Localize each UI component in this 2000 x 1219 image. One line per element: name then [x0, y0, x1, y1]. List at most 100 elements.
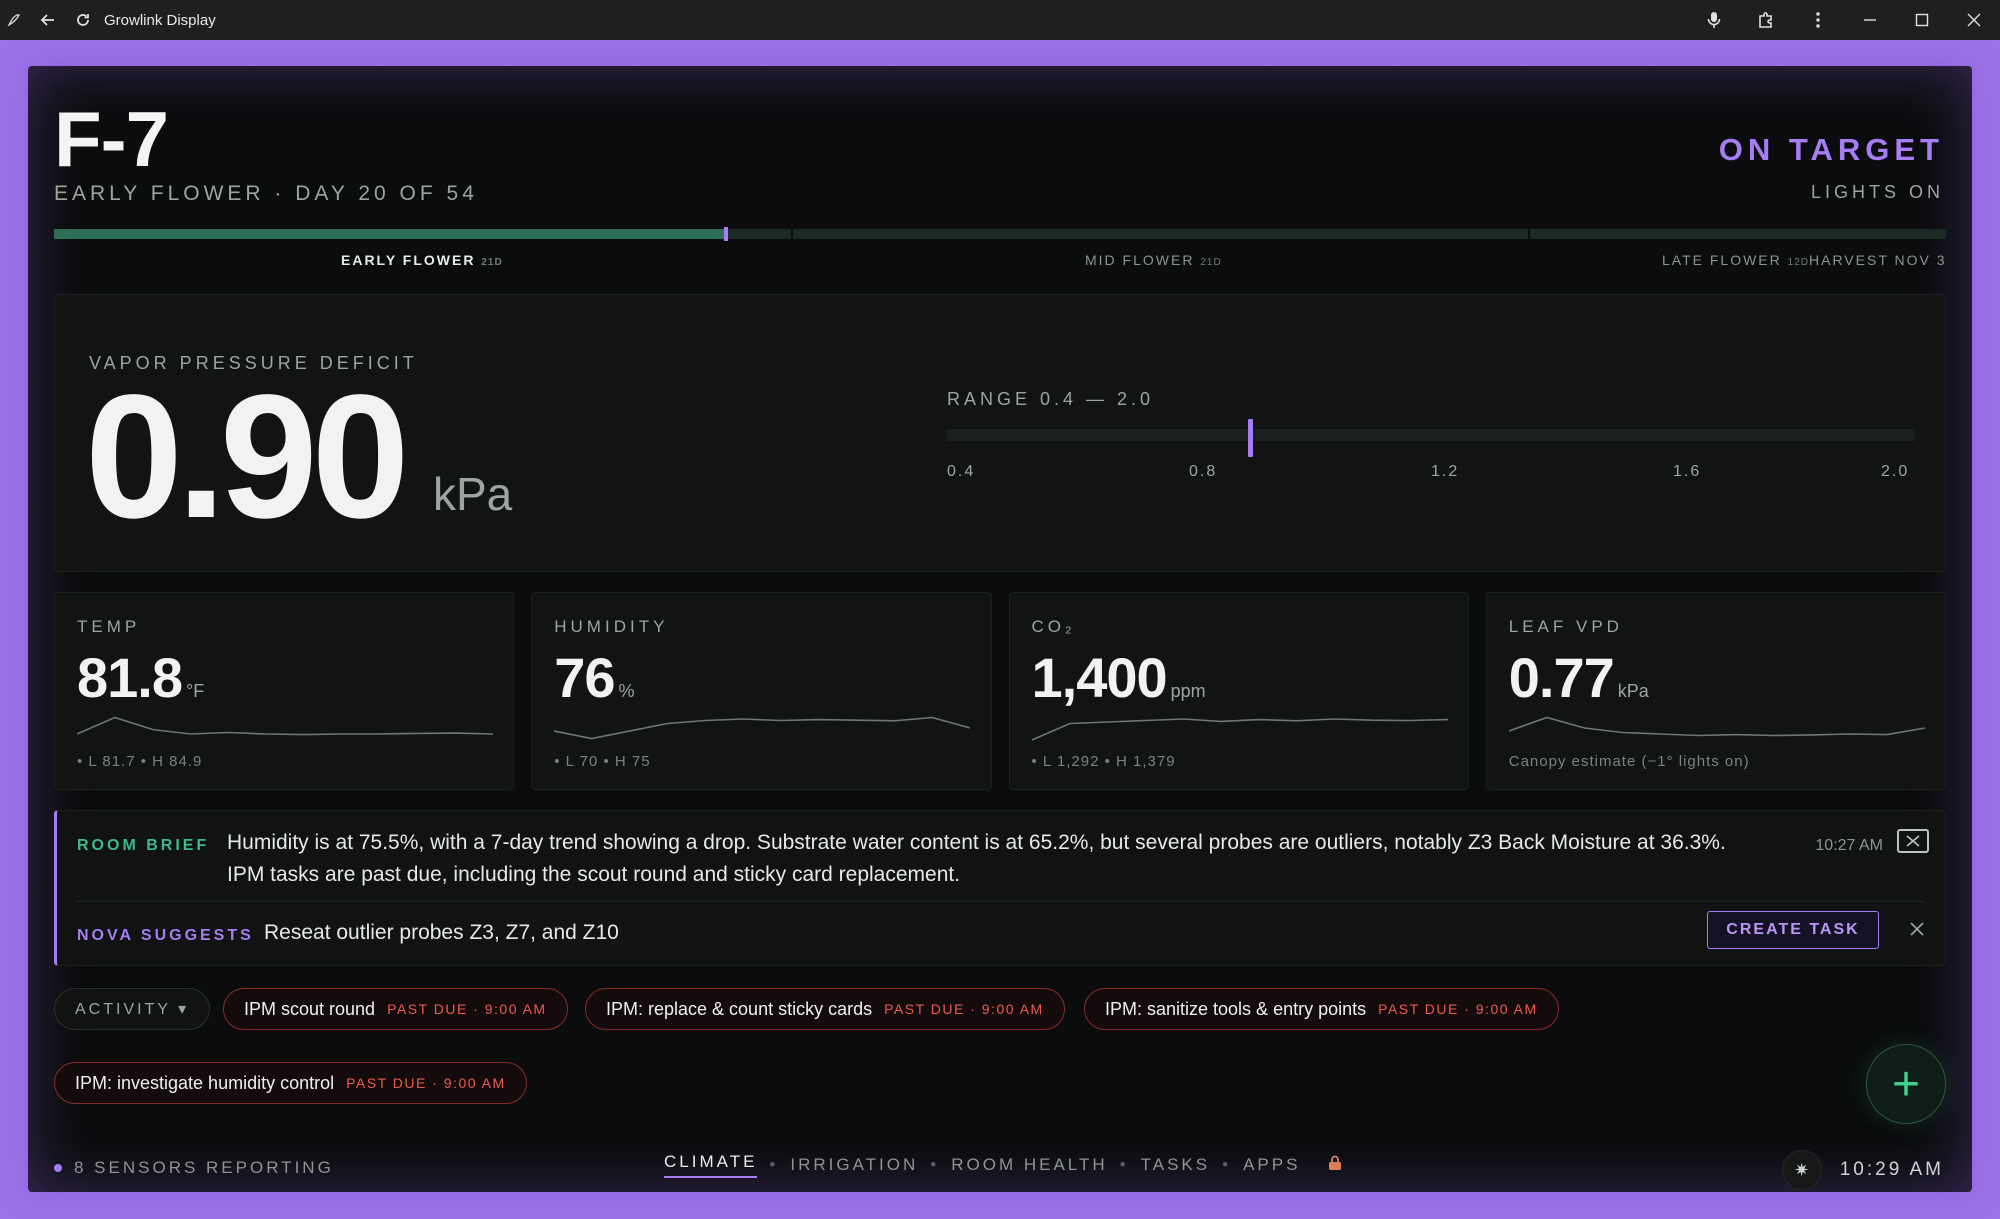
phase-label-late-flower: LATE FLOWER 12D — [1662, 252, 1810, 268]
clock-area: ✷ 10:29 AM — [1781, 1150, 1944, 1190]
brightness-icon[interactable]: ✷ — [1781, 1150, 1822, 1190]
add-button[interactable]: + — [1866, 1044, 1946, 1124]
plus-icon: + — [1891, 1057, 1921, 1111]
close-window-icon[interactable] — [1948, 0, 2000, 40]
room-brief-time: 10:27 AM — [1815, 837, 1883, 854]
task-chip[interactable]: IPM: investigate humidity control PAST D… — [54, 1062, 527, 1104]
card-value: 1,400 ppm — [1031, 646, 1206, 709]
nav-separator: • — [769, 1155, 779, 1174]
create-task-button[interactable]: CREATE TASK — [1707, 911, 1879, 949]
sensor-card-temp[interactable]: TEMP 81.8 °F • L 81.7 • H 84.9 — [54, 592, 515, 790]
window-title: Growlink Display — [104, 11, 216, 29]
card-range: • L 1,292 • H 1,379 — [1031, 753, 1176, 770]
card-note: Canopy estimate (−1° lights on) — [1508, 753, 1750, 770]
phase-label-early-flower: EARLY FLOWER 21D — [341, 252, 503, 268]
sensor-card-co2[interactable]: CO₂ 1,400 ppm • L 1,292 • H 1,379 — [1008, 592, 1469, 790]
reload-icon[interactable] — [68, 0, 98, 40]
phase-divider — [1528, 229, 1530, 239]
sparkline-path — [1508, 716, 1925, 737]
lock-icon[interactable] — [1328, 1155, 1342, 1176]
room-brief-panel: ROOM BRIEF Humidity is at 75.5%, with a … — [54, 810, 1946, 966]
nav-room-health[interactable]: ROOM HEALTH — [951, 1155, 1108, 1174]
phase-progress-bar — [54, 227, 1946, 241]
sparkline — [554, 716, 971, 740]
task-title: IPM: investigate humidity control — [75, 1072, 335, 1093]
sensors-count: 8 SENSORS REPORTING — [74, 1158, 334, 1177]
sparkline-path — [77, 716, 493, 736]
room-brief-label: ROOM BRIEF — [77, 837, 210, 854]
sparkline-path — [1031, 718, 1448, 741]
maximize-icon[interactable] — [1896, 0, 1948, 40]
card-label: CO₂ — [1031, 617, 1076, 636]
vpd-range-label: RANGE 0.4 — 2.0 — [947, 389, 1155, 409]
nav-irrigation[interactable]: IRRIGATION — [790, 1155, 919, 1174]
range-tick-label: 0.8 — [1189, 463, 1218, 480]
card-value: 76% — [554, 646, 635, 709]
vpd-range-track — [947, 419, 1915, 457]
vpd-value: 0.90 — [85, 359, 410, 555]
status-indicator: ON TARGET — [1718, 132, 1944, 167]
sensor-card-leaf-vpd[interactable]: LEAF VPD 0.77 kPa Canopy estimate (−1° li… — [1485, 592, 1946, 790]
sensors-status: 8 SENSORS REPORTING — [54, 1158, 334, 1178]
status-dot — [54, 1164, 62, 1172]
nova-suggests-label: NOVA SUGGESTS — [77, 927, 254, 944]
task-due: PAST DUE · 9:00 AM — [1378, 1001, 1538, 1017]
phase-labels: EARLY FLOWER 21D MID FLOWER 21D LATE FLO… — [54, 252, 1946, 272]
task-title: IPM scout round — [244, 998, 376, 1019]
room-title: F-7 — [54, 95, 169, 183]
vpd-range-ticks: 0.4 0.8 1.2 1.6 2.0 — [947, 463, 1915, 485]
activity-dropdown[interactable]: ACTIVITY ▾ — [54, 988, 211, 1030]
browser-titlebar: Growlink Display — [0, 0, 2000, 40]
sparkline — [77, 716, 493, 736]
app-logo-icon — [0, 0, 28, 40]
card-value: 0.77 kPa — [1508, 646, 1649, 709]
range-tick-label: 1.2 — [1431, 463, 1460, 480]
bottom-nav: CLIMATE • IRRIGATION • ROOM HEALTH • TAS… — [664, 1152, 1342, 1178]
card-label: HUMIDITY — [554, 617, 669, 636]
room-phase-subtitle: EARLY FLOWER · DAY 20 OF 54 — [54, 182, 478, 205]
phase-label-mid-flower: MID FLOWER 21D — [1085, 252, 1222, 268]
task-chip[interactable]: IPM: sanitize tools & entry points PAST … — [1084, 988, 1559, 1030]
phase-progress-fill — [54, 229, 726, 239]
minimize-icon[interactable] — [1844, 0, 1896, 40]
room-brief-text: Humidity is at 75.5%, with a 7-day trend… — [227, 831, 1726, 886]
sensor-card-humidity[interactable]: HUMIDITY 76% • L 70 • H 75 — [531, 592, 992, 790]
microphone-icon[interactable] — [1688, 0, 1740, 40]
phase-divider — [791, 229, 793, 239]
dismiss-brief-icon[interactable] — [1897, 829, 1929, 853]
phase-label-harvest: HARVEST NOV 3 — [1809, 252, 1947, 268]
nav-apps[interactable]: APPS — [1243, 1155, 1301, 1174]
sparkline — [1031, 718, 1448, 741]
task-title: IPM: replace & count sticky cards — [606, 998, 873, 1019]
close-icon[interactable] — [1909, 917, 1925, 943]
range-tick-label: 0.4 — [947, 463, 976, 480]
growlink-display: F-7 EARLY FLOWER · DAY 20 OF 54 ON TARGE… — [28, 66, 1972, 1192]
task-title: IPM: sanitize tools & entry points — [1105, 998, 1367, 1019]
nav-tasks[interactable]: TASKS — [1140, 1155, 1211, 1174]
more-menu-icon[interactable] — [1792, 0, 1844, 40]
nova-suggestion-text: Reseat outlier probes Z3, Z7, and Z10 — [264, 921, 619, 944]
card-value: 81.8 °F — [77, 646, 205, 709]
vpd-unit: kPa — [433, 468, 513, 520]
back-icon[interactable] — [28, 0, 68, 40]
vpd-range-marker — [1247, 419, 1253, 457]
range-tick-label: 1.6 — [1673, 463, 1702, 480]
task-due: PAST DUE · 9:00 AM — [387, 1001, 547, 1017]
sparkline-path — [554, 716, 971, 740]
vpd-label: VAPOR PRESSURE DEFICIT — [89, 353, 418, 373]
task-due: PAST DUE · 9:00 AM — [884, 1001, 1044, 1017]
card-label: LEAF VPD — [1508, 617, 1623, 636]
task-chip[interactable]: IPM scout round PAST DUE · 9:00 AM — [223, 988, 568, 1030]
card-range: • L 70 • H 75 — [554, 753, 651, 770]
lights-status: LIGHTS ON — [1810, 182, 1944, 202]
nav-climate[interactable]: CLIMATE — [664, 1152, 758, 1178]
nav-separator: • — [1222, 1155, 1232, 1174]
card-label: TEMP — [77, 617, 141, 636]
card-range: • L 81.7 • H 84.9 — [77, 753, 203, 770]
sparkline — [1508, 716, 1925, 737]
clock: 10:29 AM — [1839, 1159, 1944, 1180]
task-chip[interactable]: IPM: replace & count sticky cards PAST D… — [585, 988, 1065, 1030]
nav-separator: • — [930, 1155, 940, 1174]
extensions-icon[interactable] — [1740, 0, 1792, 40]
vpd-panel: VAPOR PRESSURE DEFICIT 0.90 kPa RANGE 0.… — [54, 294, 1946, 572]
